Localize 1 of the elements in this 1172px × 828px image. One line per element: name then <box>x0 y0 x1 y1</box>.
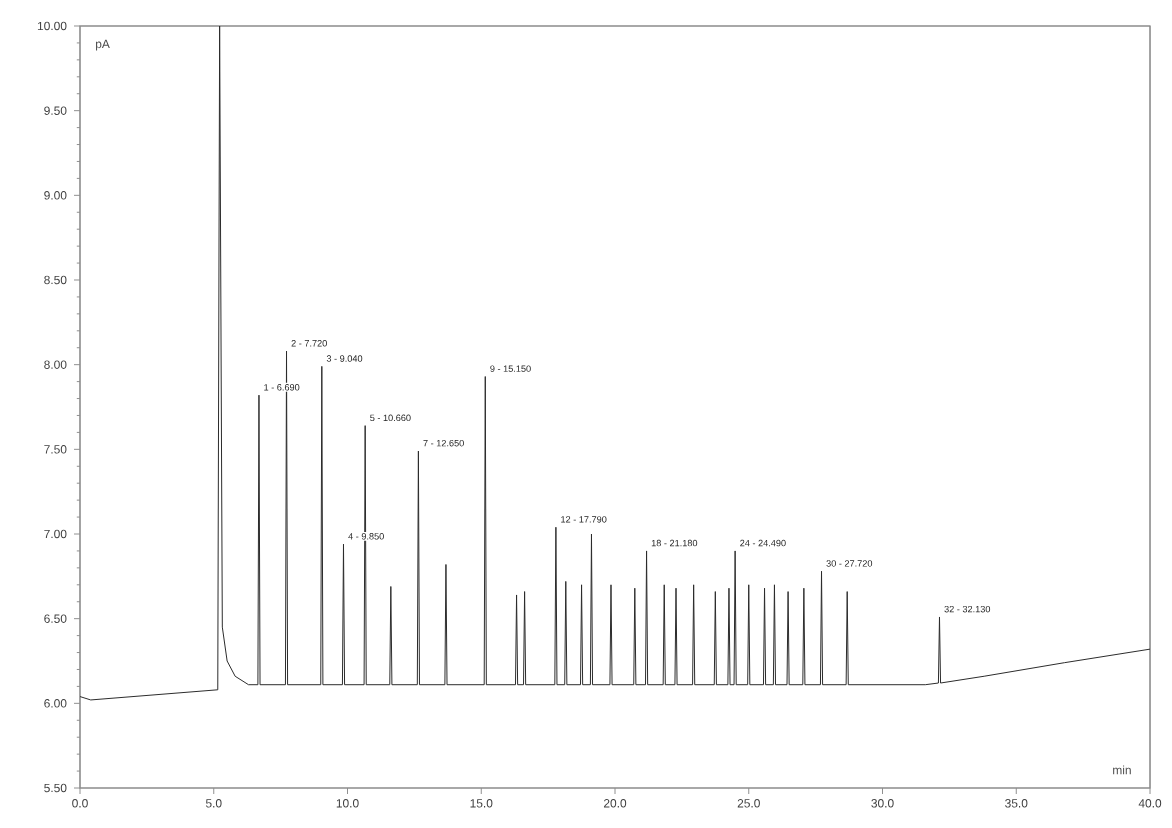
line-series <box>80 25 1151 701</box>
